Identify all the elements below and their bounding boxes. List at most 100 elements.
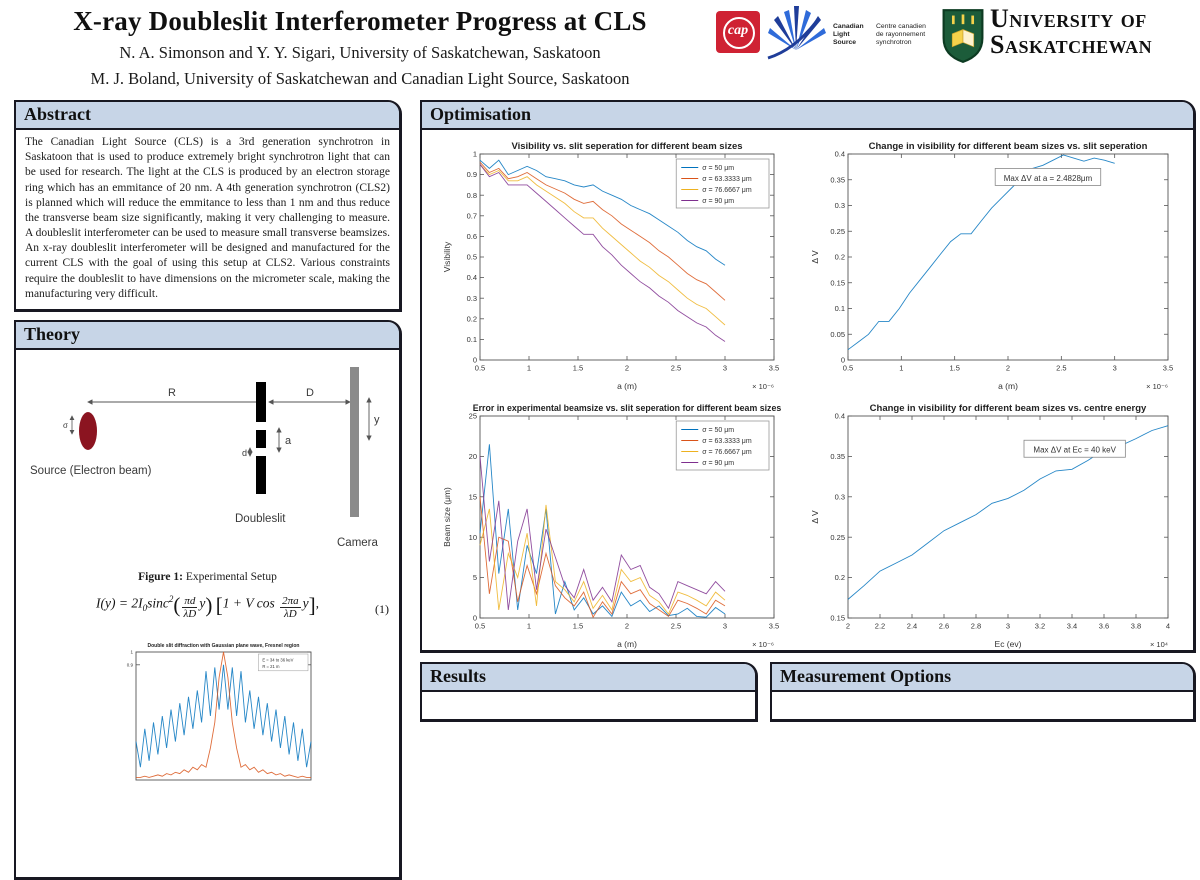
svg-text:× 10⁻⁶: × 10⁻⁶ (752, 640, 774, 649)
cap-logo: cap (716, 11, 760, 53)
svg-text:0: 0 (473, 614, 477, 623)
results-heading: Results (422, 664, 755, 692)
svg-text:0.2: 0.2 (835, 573, 845, 582)
svg-text:0.1: 0.1 (835, 304, 845, 313)
svg-text:5: 5 (473, 573, 477, 582)
svg-text:20: 20 (469, 452, 477, 461)
svg-text:0.2: 0.2 (835, 253, 845, 262)
svg-text:σ = 90 μm: σ = 90 μm (702, 198, 734, 205)
svg-text:σ = 63.3333 μm: σ = 63.3333 μm (702, 438, 752, 445)
svg-text:3.5: 3.5 (1163, 364, 1173, 373)
svg-text:σ = 50 μm: σ = 50 μm (702, 427, 734, 434)
svg-text:0.1: 0.1 (467, 335, 477, 344)
abstract-panel: Abstract The Canadian Light Source (CLS)… (14, 100, 402, 312)
svg-text:Visibility vs. slit seperation: Visibility vs. slit seperation for diffe… (511, 141, 742, 152)
svg-text:3: 3 (1113, 364, 1117, 373)
svg-text:0.25: 0.25 (830, 227, 845, 236)
label-D: D (306, 387, 314, 399)
svg-text:a (m): a (m) (617, 639, 637, 649)
svg-text:σ = 76.6667 μm: σ = 76.6667 μm (702, 449, 752, 456)
svg-text:2.4: 2.4 (907, 622, 917, 631)
svg-text:3: 3 (1006, 622, 1010, 631)
cls-wordmark-en: Canadian Light Source (833, 23, 864, 47)
camera-bar (350, 367, 359, 517)
svg-text:Error in experimental beamsize: Error in experimental beamsize vs. slit … (473, 403, 782, 413)
chart-delta-v-vs-slit-separation: Change in visibility for different beam … (804, 138, 1182, 392)
svg-text:2.6: 2.6 (939, 622, 949, 631)
delta-v-vs-centre-energy-svg: Change in visibility for different beam … (810, 403, 1170, 649)
svg-text:0.05: 0.05 (830, 330, 845, 339)
abstract-heading: Abstract (16, 102, 399, 130)
svg-text:0.9: 0.9 (467, 170, 477, 179)
poster-masthead: X-ray Doubleslit Interferometer Progress… (0, 0, 720, 89)
visibility-vs-slit-separation-svg: Visibility vs. slit seperation for diffe… (442, 141, 779, 391)
svg-text:Beam size (μm): Beam size (μm) (442, 487, 452, 547)
svg-text:0.25: 0.25 (830, 533, 845, 542)
author-line-2: M. J. Boland, University of Saskatchewan… (90, 69, 630, 88)
svg-text:Ec (ev): Ec (ev) (995, 639, 1022, 649)
svg-text:E = 34 to 36 keV: E = 34 to 36 keV (262, 657, 293, 662)
svg-text:0.5: 0.5 (475, 364, 485, 373)
svg-text:1: 1 (527, 622, 531, 631)
svg-text:1: 1 (899, 364, 903, 373)
svg-text:2: 2 (1006, 364, 1010, 373)
slit-bar-bottom (256, 456, 266, 494)
svg-text:2: 2 (625, 622, 629, 631)
fresnel-diffraction-mini-svg: Double slit diffraction with Gaussian pl… (127, 643, 312, 781)
equation-number: (1) (375, 602, 389, 616)
svg-text:2: 2 (846, 622, 850, 631)
chart-visibility-vs-slit-separation: Visibility vs. slit seperation for diffe… (436, 138, 788, 392)
svg-text:Max ΔV at Ec = 40 keV: Max ΔV at Ec = 40 keV (1033, 446, 1116, 455)
svg-text:0.3: 0.3 (835, 201, 845, 210)
svg-text:σ = 76.6667 μm: σ = 76.6667 μm (702, 187, 752, 194)
svg-text:3.4: 3.4 (1067, 622, 1077, 631)
svg-text:0: 0 (473, 356, 477, 365)
slit-bar-middle (256, 430, 266, 448)
svg-text:2.2: 2.2 (875, 622, 885, 631)
optimisation-panel: Optimisation Visibility vs. slit seperat… (420, 100, 1196, 653)
svg-text:3: 3 (723, 622, 727, 631)
svg-text:0.7: 0.7 (467, 211, 477, 220)
figure-1-caption: Figure 1: Experimental Setup (138, 571, 277, 583)
svg-text:0: 0 (841, 356, 845, 365)
svg-text:Max ΔV at a = 2.4828μm: Max ΔV at a = 2.4828μm (1004, 174, 1093, 183)
svg-text:a (m): a (m) (998, 381, 1018, 391)
measurement-options-panel: Measurement Options (770, 662, 1196, 722)
uofs-shield-icon (942, 9, 984, 63)
svg-text:1: 1 (527, 364, 531, 373)
label-sigma: σ (63, 421, 68, 430)
svg-text:0.5: 0.5 (843, 364, 853, 373)
svg-text:2.5: 2.5 (1056, 364, 1066, 373)
svg-text:0.2: 0.2 (467, 314, 477, 323)
svg-text:× 10⁻⁶: × 10⁻⁶ (1146, 382, 1168, 391)
svg-text:1.5: 1.5 (573, 364, 583, 373)
poster-title: X-ray Doubleslit Interferometer Progress… (73, 6, 647, 36)
label-a: a (285, 435, 292, 447)
svg-text:3.5: 3.5 (769, 364, 779, 373)
uofs-wordmark: University of Saskatchewan (990, 4, 1153, 59)
electron-beam-ellipse (79, 412, 97, 450)
label-R: R (168, 387, 176, 399)
svg-text:0.4: 0.4 (835, 150, 845, 159)
svg-text:2.5: 2.5 (671, 364, 681, 373)
svg-text:2: 2 (625, 364, 629, 373)
svg-text:15: 15 (469, 492, 477, 501)
svg-text:0.15: 0.15 (830, 614, 845, 623)
svg-text:2.5: 2.5 (671, 622, 681, 631)
measurement-options-heading: Measurement Options (772, 664, 1193, 692)
svg-text:× 10⁴: × 10⁴ (1150, 640, 1168, 649)
label-y: y (374, 414, 380, 426)
svg-text:25: 25 (469, 412, 477, 421)
svg-text:1: 1 (473, 150, 477, 159)
svg-text:σ = 63.3333 μm: σ = 63.3333 μm (702, 176, 752, 183)
theory-panel: Theory R D a (14, 320, 402, 880)
svg-text:0.4: 0.4 (467, 273, 477, 282)
svg-text:1.5: 1.5 (949, 364, 959, 373)
svg-text:Change in visibility for diffe: Change in visibility for different beam … (870, 403, 1147, 414)
svg-text:0.3: 0.3 (835, 492, 845, 501)
svg-text:Δ V: Δ V (810, 510, 820, 524)
cls-starburst-icon (767, 6, 826, 60)
chart-delta-v-vs-centre-energy: Change in visibility for different beam … (804, 400, 1182, 650)
svg-text:1: 1 (130, 650, 133, 655)
svg-text:Δ V: Δ V (810, 250, 820, 264)
